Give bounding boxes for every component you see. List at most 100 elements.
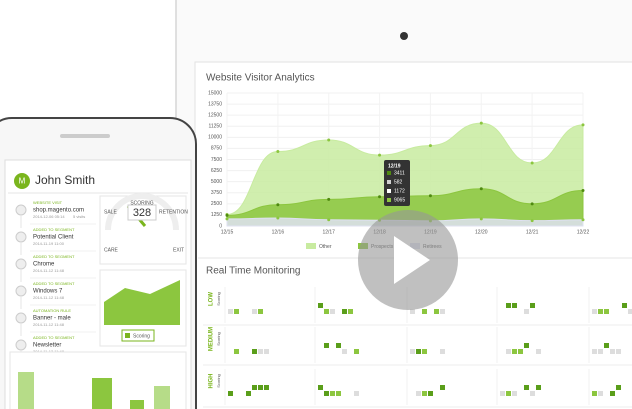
play-icon[interactable] <box>394 236 430 284</box>
cell <box>234 349 239 354</box>
cell <box>440 309 445 314</box>
timeline-icon <box>15 312 27 324</box>
cell <box>318 303 323 308</box>
gauge-left: SALE <box>104 209 117 215</box>
avatar <box>14 173 30 189</box>
tooltip-swatch <box>387 171 391 175</box>
point <box>276 150 280 154</box>
timeline-date: 2014-12-06 05:14 <box>33 214 65 219</box>
timeline-title: Chrome <box>33 262 55 268</box>
cell <box>264 349 269 354</box>
y-tick-label: 0 <box>219 223 222 229</box>
cell <box>524 309 529 314</box>
point <box>530 202 534 206</box>
gauge-box <box>127 204 157 221</box>
y-tick-label: 5000 <box>211 179 222 185</box>
cell <box>342 309 347 314</box>
row-label: LOW <box>209 292 215 306</box>
cell <box>410 309 415 314</box>
cell <box>434 309 439 314</box>
cell <box>336 343 341 348</box>
cell <box>234 309 239 314</box>
cell <box>512 349 517 354</box>
point <box>225 213 229 217</box>
y-tick-label: 1250 <box>211 212 222 218</box>
y-tick-label: 10000 <box>208 135 222 141</box>
tooltip-swatch <box>387 180 391 184</box>
tooltip-swatch <box>387 198 391 202</box>
cell <box>604 309 609 314</box>
cell <box>258 309 263 314</box>
y-tick-label: 12500 <box>208 112 222 118</box>
avatar-letter: M <box>19 177 26 186</box>
cell <box>354 391 359 396</box>
timeline-title: shop.magento.com <box>33 208 84 214</box>
point <box>479 121 483 125</box>
gauge-bottom-right: EXIT <box>173 247 184 253</box>
point <box>581 123 585 127</box>
cell <box>506 303 511 308</box>
row-sublabel: Scoring <box>216 332 221 346</box>
cell <box>252 349 257 354</box>
timeline-note: 5 visits <box>73 214 85 219</box>
y-tick-label: 7500 <box>211 157 222 163</box>
x-tick-label: 12/20 <box>475 229 488 235</box>
timeline-icon <box>15 204 27 216</box>
point <box>581 189 585 193</box>
cell <box>422 349 427 354</box>
cell <box>592 309 597 314</box>
cell <box>610 391 615 396</box>
cell <box>324 309 329 314</box>
point <box>276 216 280 220</box>
cell <box>416 391 421 396</box>
cell <box>610 349 615 354</box>
point <box>327 138 331 142</box>
cell <box>536 385 541 390</box>
cell <box>524 343 529 348</box>
analytics-title: Website Visitor Analytics <box>206 73 315 84</box>
cell <box>228 391 233 396</box>
y-tick-label: 8750 <box>211 146 222 152</box>
cell <box>592 391 597 396</box>
cell <box>518 349 523 354</box>
cell <box>440 349 445 354</box>
cell <box>616 385 621 390</box>
cell <box>598 309 603 314</box>
cell <box>410 349 415 354</box>
cell <box>536 349 541 354</box>
score-button[interactable] <box>121 329 155 342</box>
cell <box>228 309 233 314</box>
cell <box>530 303 535 308</box>
cell <box>592 349 597 354</box>
point <box>428 144 432 148</box>
cell <box>336 391 341 396</box>
cell <box>258 349 263 354</box>
timeline-icon <box>15 231 27 243</box>
y-tick-label: 6250 <box>211 168 222 174</box>
x-tick-label: 12/16 <box>272 229 285 235</box>
cell <box>598 391 603 396</box>
score-icon <box>125 333 130 338</box>
legend-swatch <box>306 243 316 249</box>
cell <box>512 391 517 396</box>
timeline-type: ADDED TO SEGMENT <box>33 227 75 232</box>
cell <box>598 349 603 354</box>
timeline-date: 2014-11-12 11:48 <box>33 268 65 273</box>
widget-bar <box>92 378 112 409</box>
phone-speaker <box>60 134 110 138</box>
gauge-label: SCORING <box>130 200 153 206</box>
timeline-type: AUTOMATION RULE <box>33 308 71 313</box>
cell <box>252 385 257 390</box>
cell <box>354 349 359 354</box>
timeline-title: Banner - male <box>33 316 71 322</box>
cell <box>264 385 269 390</box>
timeline-type: WEBSITE VISIT <box>33 200 63 205</box>
tablet-camera <box>400 32 408 40</box>
timeline-title: Windows 7 <box>33 289 63 295</box>
score-button-label[interactable]: Scoring <box>133 333 150 339</box>
cell <box>506 349 511 354</box>
timeline-title: Newsletter <box>33 343 61 349</box>
point <box>327 197 331 201</box>
